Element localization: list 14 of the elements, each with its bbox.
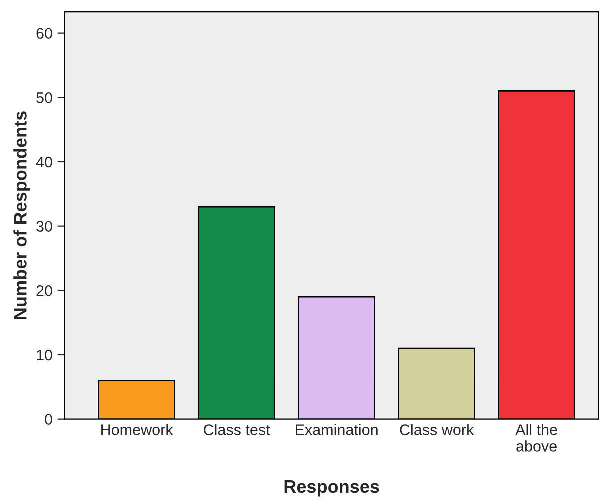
y-tick-label: 30: [36, 221, 52, 232]
y-axis-title: Number of Respondents: [14, 112, 30, 320]
x-tick-label: Class work: [400, 424, 474, 436]
x-tick-label: Examination: [296, 424, 378, 436]
y-tick-label: 10: [37, 350, 52, 361]
x-tick-label: Homework: [102, 424, 174, 436]
x-tick-label: Class test: [204, 424, 270, 436]
x-axis-title: Responses: [284, 480, 380, 497]
y-tick-label: 0: [45, 414, 52, 426]
y-tick-label: 40: [36, 156, 52, 168]
y-tick-label: 60: [36, 28, 52, 40]
x-tick-label: All the above: [516, 424, 558, 452]
y-tick-label: 50: [36, 92, 52, 104]
y-tick-label: 20: [36, 286, 52, 296]
